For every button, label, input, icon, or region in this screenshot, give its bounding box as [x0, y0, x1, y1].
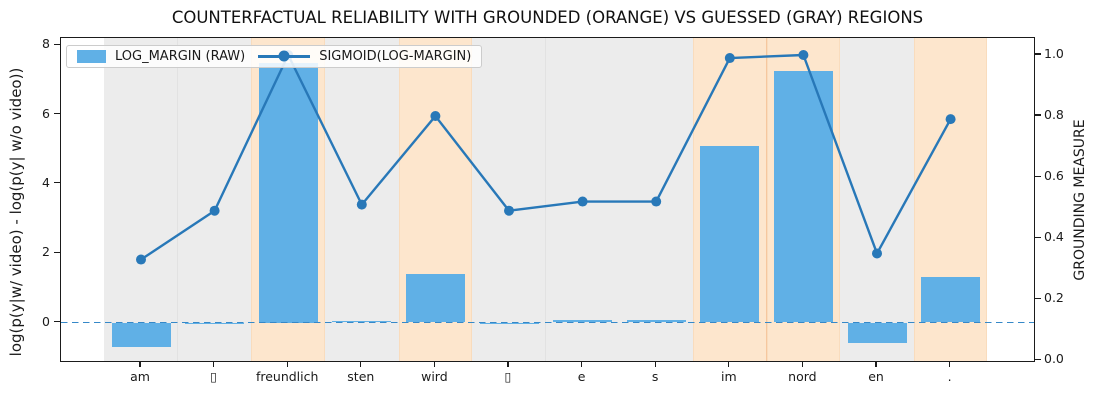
bar	[773, 71, 833, 323]
x-axis-tick	[433, 362, 435, 367]
bar	[921, 277, 981, 323]
right-axis-tick-label: 0.8	[1044, 107, 1064, 123]
sigmoid-line-layer	[136, 50, 956, 265]
region-band-guessed	[840, 38, 914, 361]
x-axis-tick-label: am	[130, 369, 150, 384]
x-axis-tick	[581, 362, 583, 367]
right-axis-tick	[1035, 297, 1041, 299]
region-band-guessed	[472, 38, 546, 361]
x-axis-tick-label: ▯	[504, 369, 512, 384]
bar	[847, 322, 907, 344]
right-axis-tick	[1035, 358, 1041, 360]
line-marker	[577, 196, 588, 207]
legend-label: SIGMOID(LOG-MARGIN)	[319, 49, 472, 64]
bar	[626, 319, 686, 323]
plot-area	[60, 37, 1035, 362]
line-marker	[872, 248, 882, 259]
x-axis-tick-label: e	[577, 369, 586, 384]
region-band-guessed	[104, 38, 178, 361]
zero-reference-line	[61, 321, 1034, 324]
x-axis-tick-label: nord	[788, 369, 817, 384]
right-axis-tick	[1035, 114, 1041, 116]
bar	[553, 319, 613, 323]
line-marker	[209, 205, 220, 216]
left-axis-tick	[54, 43, 60, 45]
legend: LOG_MARGIN (RAW) SIGMOID(LOG-MARGIN)	[66, 45, 483, 68]
left-axis-tick	[54, 113, 60, 115]
bar-swatch-icon	[77, 50, 106, 63]
line-marker-swatch-icon	[258, 50, 311, 62]
x-axis-tick	[801, 362, 803, 367]
right-axis-tick-label: 0.4	[1044, 229, 1064, 245]
line-marker	[651, 196, 662, 207]
line-marker	[356, 199, 367, 210]
left-axis-tick-label: 0	[42, 313, 50, 329]
x-axis-tick	[875, 362, 877, 367]
x-axis-tick-label: .	[947, 369, 952, 384]
legend-item-log-margin: LOG_MARGIN (RAW)	[77, 49, 245, 64]
legend-label: LOG_MARGIN (RAW)	[115, 49, 246, 64]
line-marker	[136, 254, 146, 265]
x-axis-tick	[360, 362, 362, 367]
x-axis-tick	[139, 362, 141, 367]
right-axis-tick	[1035, 236, 1041, 238]
x-axis-tick-label: im	[720, 369, 737, 384]
x-axis-tick	[949, 362, 951, 367]
left-axis-tick-label: 4	[42, 174, 50, 190]
x-axis-tick-label: ▯	[210, 369, 218, 384]
line-marker	[724, 53, 735, 64]
x-axis-tick	[654, 362, 656, 367]
x-axis-tick-label: sten	[347, 369, 375, 384]
region-band-guessed	[177, 38, 252, 361]
left-axis-tick-label: 6	[42, 105, 50, 121]
right-axis-tick-label: 0.2	[1044, 290, 1064, 306]
x-axis-tick-label: freundlich	[255, 369, 319, 384]
line-marker	[945, 114, 956, 125]
right-y-axis-label: GROUNDING MEASURE	[1072, 119, 1088, 281]
bar	[111, 322, 171, 347]
x-axis-tick	[213, 362, 215, 367]
left-axis-tick	[54, 320, 60, 323]
region-band-guessed	[325, 38, 399, 361]
line-marker	[430, 111, 441, 122]
sigmoid-line	[140, 53, 952, 261]
right-axis-tick	[1035, 175, 1041, 177]
line-marker	[504, 205, 514, 216]
right-axis-tick	[1035, 53, 1041, 55]
left-axis-tick-label: 2	[42, 244, 50, 260]
x-axis-tick-label: wird	[421, 369, 448, 384]
right-axis-tick-label: 1.0	[1044, 46, 1064, 61]
x-axis-tick	[507, 362, 509, 367]
x-axis-tick-label: s	[651, 369, 659, 384]
bar	[405, 273, 465, 323]
right-axis-tick-label: 0.0	[1044, 351, 1064, 367]
left-axis-tick	[54, 251, 60, 253]
legend-item-sigmoid: SIGMOID(LOG-MARGIN)	[258, 49, 471, 64]
line-marker	[798, 50, 809, 60]
bar	[700, 145, 760, 323]
left-axis-tick-label: 8	[42, 36, 50, 52]
right-axis-tick-label: 0.6	[1044, 168, 1064, 184]
line-marker-dot-icon	[278, 50, 290, 62]
left-axis-tick	[54, 182, 60, 184]
x-axis-tick-label: en	[868, 369, 884, 384]
bar	[258, 62, 318, 323]
x-axis-tick	[728, 362, 730, 367]
x-axis-tick	[286, 362, 288, 367]
chart-title: COUNTERFACTUAL RELIABILITY WITH GROUNDED…	[171, 8, 924, 27]
